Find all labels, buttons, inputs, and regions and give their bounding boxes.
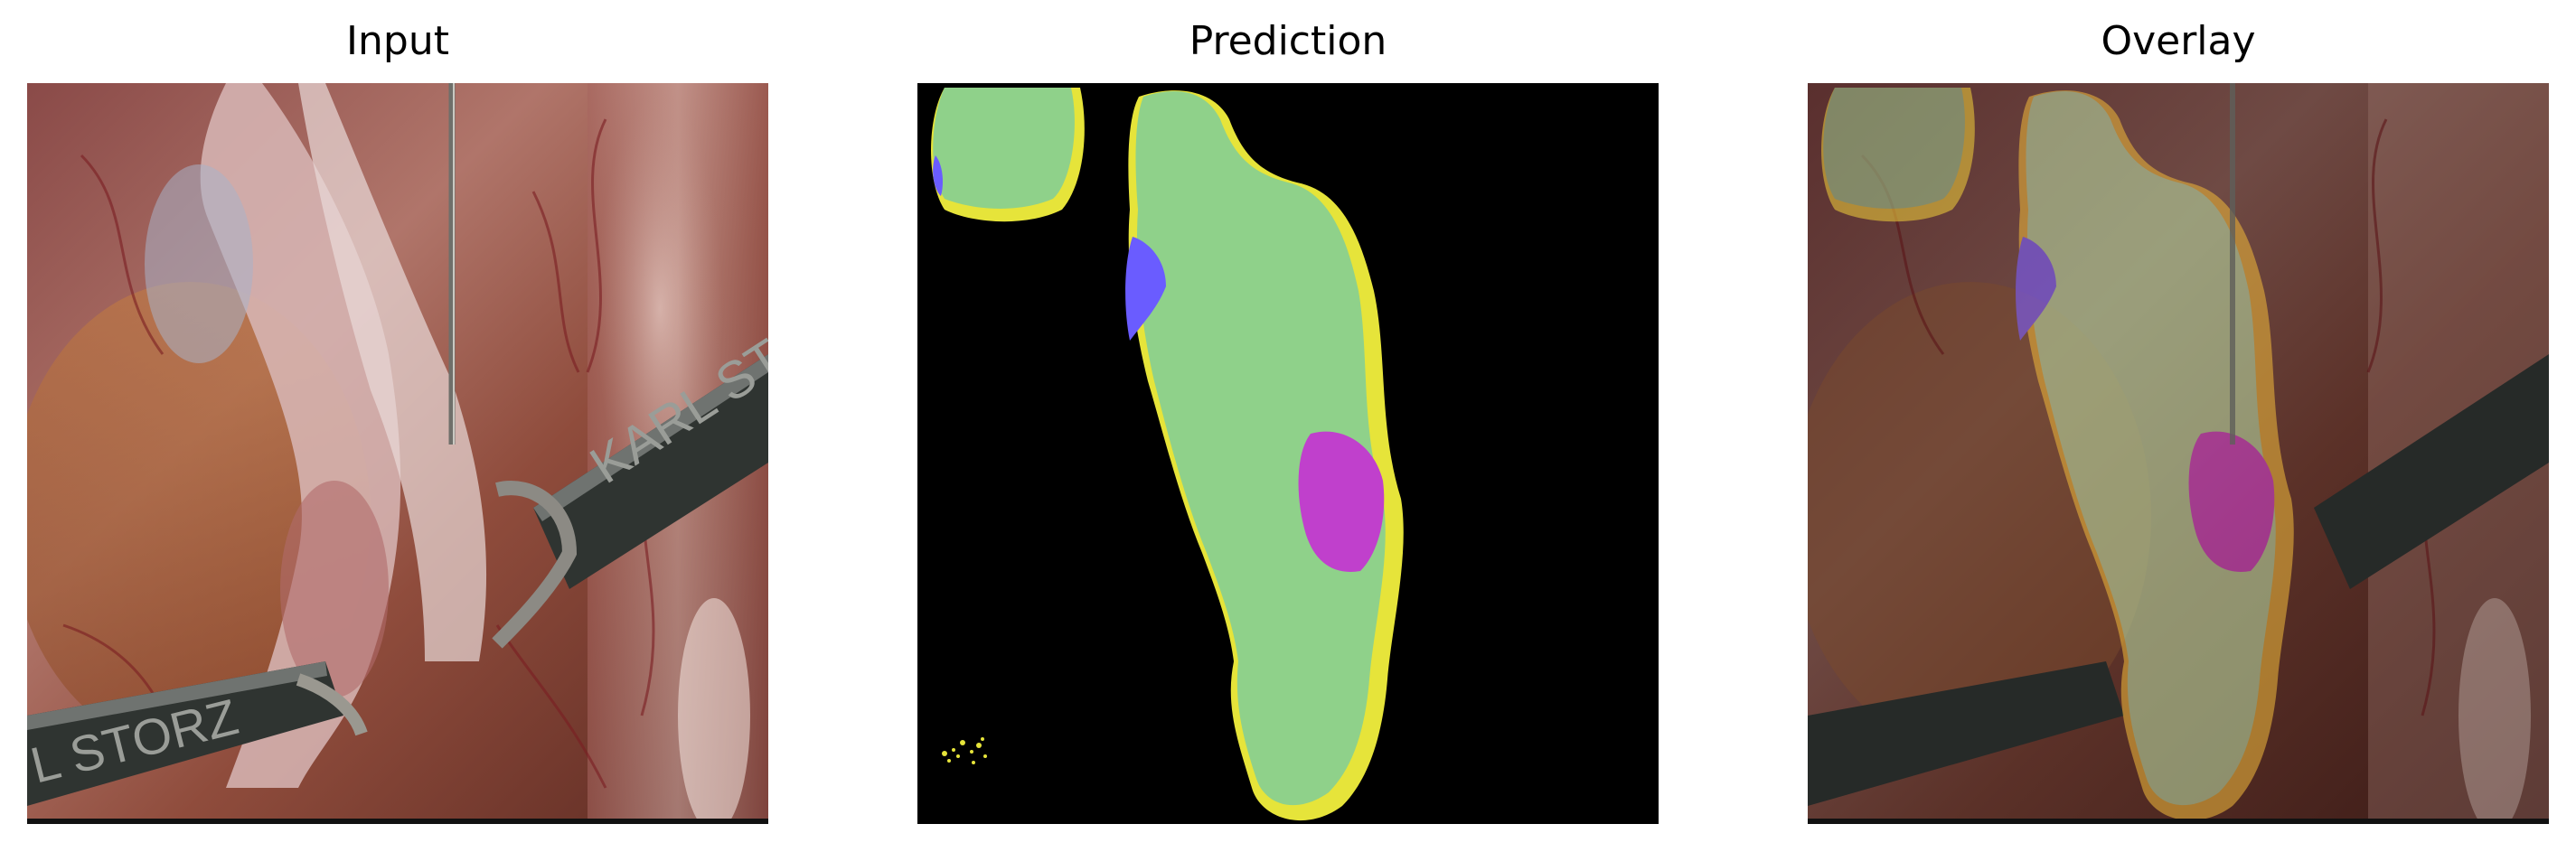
prediction-title: Prediction [1189,18,1387,64]
overlay-title: Overlay [2101,18,2256,64]
input-title: Input [346,18,449,64]
prediction-image [917,83,1659,824]
segment-speckles [942,737,987,764]
overlay-image [1808,83,2549,824]
input-panel: Input [27,0,768,852]
segment-topleft-green [933,88,1075,209]
segment-blue [1125,237,1166,341]
segment-magenta [1298,431,1385,572]
input-image: KARL STORZ L STORZ [27,83,768,824]
segment-main-green [1135,90,1386,806]
overlay-panel: Overlay [1808,0,2549,852]
prediction-panel: Prediction [917,0,1659,852]
segment-topleft-blue [933,155,943,196]
